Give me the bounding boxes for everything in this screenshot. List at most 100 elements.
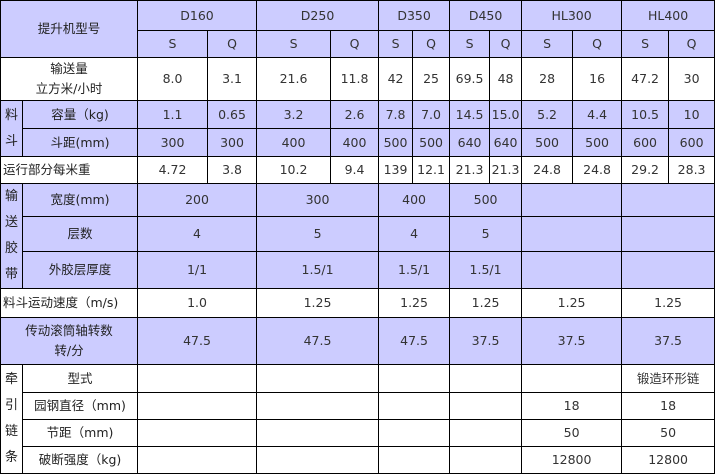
value-cell: 28.3 (668, 156, 716, 184)
value-cell: 1.0 (137, 288, 258, 318)
value-cell: 10.2 (256, 156, 332, 184)
bucket-group-label: 料斗 (0, 100, 23, 157)
capacity-label-1: 输送量 (50, 61, 88, 76)
belt-width-label: 宽度(mm) (21, 182, 139, 218)
value-cell: 3.8 (207, 156, 258, 184)
value-cell: 12800 (621, 446, 716, 474)
belt-cover-label: 外胶层厚度 (21, 250, 139, 290)
model-header: 提升机型号 (0, 0, 139, 58)
value-cell: Q (668, 30, 716, 58)
value-cell: 1.5/1 (256, 250, 380, 290)
value-cell: 2.6 (330, 100, 380, 129)
value-cell: 21.3 (449, 156, 491, 184)
bucket-volume-label: 容量（kg) (21, 100, 139, 129)
bucket-spacing-label: 斗距(mm) (21, 128, 139, 157)
value-cell (521, 182, 623, 218)
value-cell: 47.5 (256, 317, 380, 365)
value-cell: 0.65 (207, 100, 258, 129)
value-cell (449, 364, 523, 393)
value-cell: 300 (256, 182, 380, 218)
value-cell: 7.8 (378, 100, 414, 129)
value-cell: 1.25 (449, 288, 523, 318)
running-weight-row: 运行部分每米重 4.72 3.8 10.2 9.4 139 12.1 21.3 21.3 24.… (0, 156, 716, 184)
value-cell (137, 446, 258, 474)
value-cell (449, 446, 523, 474)
value-cell: 1.25 (378, 288, 451, 318)
value-cell: 12.1 (412, 156, 451, 184)
value-cell: 1.25 (521, 288, 623, 318)
belt-cover-row: 外胶层厚度 1/1 1.5/1 1.5/1 1.5/1 (0, 250, 716, 290)
value-cell (137, 419, 258, 447)
belt-width-row: 输送胶带 宽度(mm) 200 300 400 500 (0, 182, 716, 289)
value-cell: 11.8 (330, 57, 380, 101)
value-cell: 500 (378, 128, 414, 157)
value-cell: 9.4 (330, 156, 380, 184)
chain-strength-label: 破断强度（kg) (21, 446, 139, 474)
value-cell: 7.0 (412, 100, 451, 129)
model-d450: D450 (449, 0, 523, 31)
value-cell: 1.1 (137, 100, 209, 129)
value-cell (521, 216, 623, 252)
value-cell: 640 (449, 128, 491, 157)
value-cell: 500 (572, 128, 623, 157)
value-cell: 400 (378, 182, 451, 218)
value-cell: 18 (621, 392, 716, 420)
value-cell: 400 (330, 128, 380, 157)
header-row: 提升机型号 D160 D250 D350 D450 HL300 HL400 (0, 0, 716, 58)
chain-diameter-label: 园钢直径（mm) (21, 392, 139, 420)
drive-label-1: 传动滚筒轴转数 (25, 323, 113, 338)
value-cell: 1/1 (137, 250, 258, 290)
value-cell (378, 419, 451, 447)
running-weight-label: 运行部分每米重 (0, 156, 139, 184)
value-cell: 37.5 (449, 317, 523, 365)
chain-diameter-row: 园钢直径（mm) 18 18 (0, 392, 716, 420)
value-cell: 69.5 (449, 57, 491, 101)
value-cell: Q (489, 30, 523, 58)
value-cell (378, 364, 451, 393)
value-cell: 400 (256, 128, 332, 157)
value-cell: 300 (137, 128, 209, 157)
value-cell: 500 (521, 128, 574, 157)
capacity-row: 输送量 立方米/小时 8.0 3.1 21.6 11.8 42 25 69.5 48 28 16 47… (0, 57, 716, 101)
value-cell (621, 216, 716, 252)
value-cell: 50 (521, 419, 623, 447)
value-cell: 1.5/1 (378, 250, 451, 290)
value-cell: Q (330, 30, 380, 58)
value-cell (378, 392, 451, 420)
value-cell: 5 (256, 216, 380, 252)
value-cell: 47.2 (621, 57, 670, 101)
capacity-label-2: 立方米/小时 (35, 81, 103, 96)
value-cell: 15.0 (489, 100, 523, 129)
value-cell: 12800 (521, 446, 623, 474)
value-cell: 21.6 (256, 57, 332, 101)
value-cell: 640 (489, 128, 523, 157)
value-cell: 25 (412, 57, 451, 101)
chain-type-row: 牵引链条 型式 锻造环形链 (0, 364, 716, 474)
chain-pitch-label: 节距（mm) (21, 419, 139, 447)
value-cell: 500 (449, 182, 523, 218)
value-cell: 8.0 (137, 57, 209, 101)
value-cell: 5.2 (521, 100, 574, 129)
value-cell: S (449, 30, 491, 58)
value-cell: 48 (489, 57, 523, 101)
value-cell: 18 (521, 392, 623, 420)
value-cell: Q (572, 30, 623, 58)
value-cell: 29.2 (621, 156, 670, 184)
value-cell: 30 (668, 57, 716, 101)
value-cell (521, 364, 623, 393)
value-cell: 1.25 (621, 288, 716, 318)
value-cell: 1.25 (256, 288, 380, 318)
value-cell (256, 446, 380, 474)
value-cell (378, 446, 451, 474)
value-cell: 139 (378, 156, 414, 184)
value-cell: 50 (621, 419, 716, 447)
value-cell: 3.1 (207, 57, 258, 101)
value-cell: 600 (668, 128, 716, 157)
drive-label-2: 转/分 (54, 343, 84, 358)
value-cell: 5 (449, 216, 523, 252)
value-cell: 37.5 (521, 317, 623, 365)
bucket-spacing-row: 斗距(mm) 300 300 400 400 500 500 640 640 500 500 600… (0, 128, 716, 157)
value-cell: 47.5 (378, 317, 451, 365)
